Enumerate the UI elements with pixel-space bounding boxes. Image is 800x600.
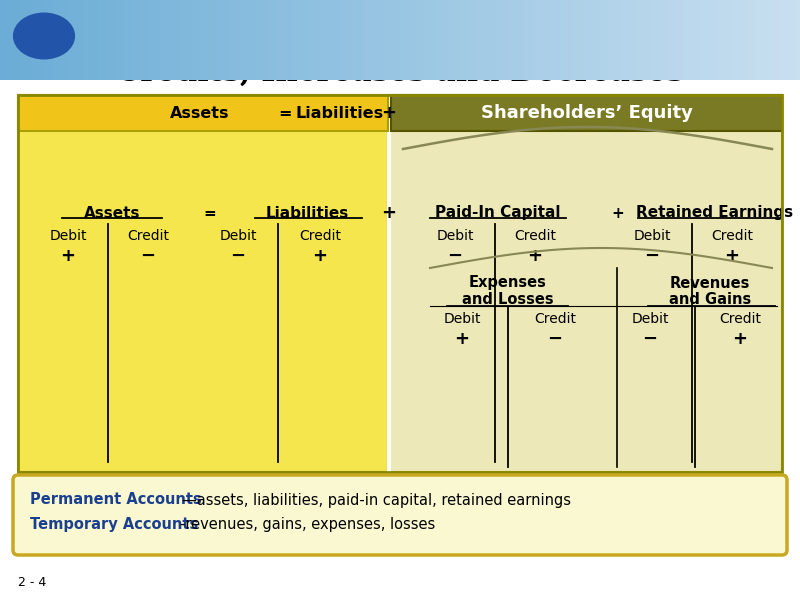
Text: Debit: Debit	[443, 312, 481, 326]
Text: and Losses: and Losses	[462, 292, 554, 307]
Text: Debit: Debit	[631, 312, 669, 326]
Text: Assets: Assets	[170, 106, 230, 121]
Text: +: +	[612, 205, 624, 220]
Text: −: −	[642, 330, 658, 348]
Text: Accounting Equation, Debits and: Accounting Equation, Debits and	[118, 26, 682, 58]
Bar	[18, 95, 782, 472]
Text: Temporary Accounts: Temporary Accounts	[30, 517, 198, 532]
Text: —assets, liabilities, paid-in capital, retained earnings: —assets, liabilities, paid-in capital, r…	[182, 493, 571, 508]
Text: −: −	[141, 247, 155, 265]
Text: −: −	[447, 247, 462, 265]
Text: Revenues: Revenues	[670, 275, 750, 290]
Text: Credit: Credit	[514, 229, 556, 243]
Text: Liabilities: Liabilities	[266, 205, 349, 220]
Text: Credit: Credit	[534, 312, 576, 326]
Text: Credit: Credit	[299, 229, 341, 243]
Text: =: =	[204, 205, 216, 220]
Text: 2 - 4: 2 - 4	[18, 575, 46, 589]
Text: -revenues, gains, expenses, losses: -revenues, gains, expenses, losses	[180, 517, 435, 532]
Text: +: +	[527, 247, 542, 265]
Bar	[388, 95, 782, 472]
Text: +: +	[454, 330, 470, 348]
Text: −: −	[547, 330, 562, 348]
Bar	[387, 95, 391, 472]
Text: +: +	[382, 204, 397, 222]
Bar	[18, 95, 388, 131]
Text: Permanent Accounts: Permanent Accounts	[30, 493, 202, 508]
Text: and Gains: and Gains	[669, 292, 751, 307]
Text: +: +	[382, 104, 397, 122]
Text: Expenses: Expenses	[469, 275, 547, 290]
Text: Credits, Increases and Decreases: Credits, Increases and Decreases	[116, 56, 684, 88]
Text: +: +	[733, 330, 747, 348]
Text: Credit: Credit	[719, 312, 761, 326]
Text: Credit: Credit	[127, 229, 169, 243]
Text: +: +	[313, 247, 327, 265]
Text: Shareholders’ Equity: Shareholders’ Equity	[481, 104, 693, 122]
Text: +: +	[725, 247, 739, 265]
Bar	[18, 95, 388, 472]
Text: Assets: Assets	[84, 205, 140, 220]
Text: Retained Earnings: Retained Earnings	[637, 205, 794, 220]
Text: Paid-In Capital: Paid-In Capital	[435, 205, 561, 220]
FancyBboxPatch shape	[13, 475, 787, 555]
Text: Debit: Debit	[219, 229, 257, 243]
Text: Liabilities: Liabilities	[296, 106, 384, 121]
Text: Debit: Debit	[50, 229, 86, 243]
Text: Debit: Debit	[436, 229, 474, 243]
Text: Debit: Debit	[634, 229, 670, 243]
Text: +: +	[61, 247, 75, 265]
Text: −: −	[230, 247, 246, 265]
Text: −: −	[645, 247, 659, 265]
Text: Credit: Credit	[711, 229, 753, 243]
Bar	[391, 95, 782, 131]
Text: =: =	[278, 106, 292, 121]
